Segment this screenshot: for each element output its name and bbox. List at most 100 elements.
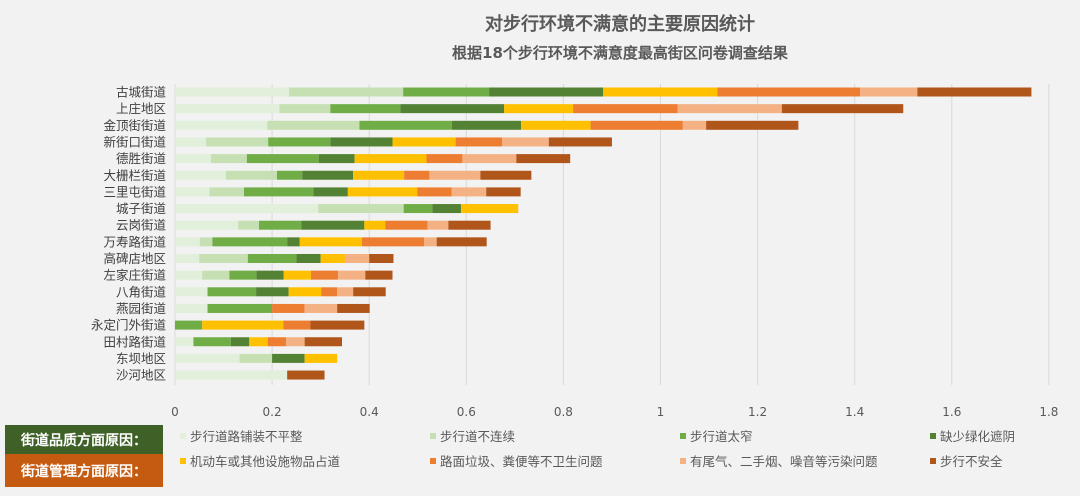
- bar-segment: [256, 270, 284, 280]
- category-label: 东坝地区: [116, 351, 166, 366]
- bar-segment: [230, 337, 250, 347]
- bar-segment: [258, 220, 302, 230]
- bar-segment: [400, 104, 505, 114]
- bar-segment: [175, 170, 226, 180]
- bar-segment: [267, 120, 360, 130]
- bar-segment: [590, 120, 683, 130]
- bar-segment: [364, 220, 386, 230]
- x-tick-label: 1.8: [1039, 405, 1058, 419]
- legend-label: 缺少绿化遮阴: [940, 429, 1015, 444]
- bar-segment: [243, 187, 314, 197]
- x-tick-label: 0.6: [457, 405, 476, 419]
- category-label: 高碑店地区: [103, 251, 166, 266]
- bar-segment: [175, 137, 207, 147]
- chart-title: 对步行环境不满意的主要原因统计: [485, 13, 755, 35]
- bar-segment: [207, 287, 257, 297]
- bar-segment: [175, 353, 240, 363]
- bar-segment: [337, 303, 370, 313]
- bar-segment: [426, 154, 463, 164]
- bar-segment: [451, 120, 522, 130]
- bar-segment: [175, 220, 239, 230]
- bar-segment: [417, 187, 452, 197]
- legend-group-quality-box: [5, 425, 163, 454]
- bar-segment: [860, 87, 918, 97]
- bar-segment: [175, 187, 210, 197]
- category-label: 永定门外街道: [91, 318, 167, 333]
- bar-segment: [199, 237, 213, 247]
- bar-segment: [268, 137, 331, 147]
- bar-segment: [175, 204, 319, 214]
- bar-segment: [313, 187, 348, 197]
- bar-segment: [706, 120, 799, 130]
- x-tick-label: 1.4: [845, 405, 864, 419]
- bar-segment: [330, 104, 401, 114]
- bar-segment: [199, 254, 248, 263]
- bars: [175, 87, 1032, 380]
- category-label: 云岗街道: [116, 218, 167, 233]
- bar-segment: [404, 170, 430, 180]
- bar-segment: [424, 237, 437, 247]
- bar-segment: [318, 154, 355, 164]
- legend-label: 步行道不连续: [440, 429, 515, 444]
- bar-segment: [516, 154, 571, 164]
- bar-segment: [451, 187, 487, 197]
- bar-segment: [573, 104, 678, 114]
- legend-label: 步行道路铺装不平整: [190, 429, 303, 444]
- bar-segment: [677, 104, 782, 114]
- legend-swatch: [430, 458, 436, 464]
- bar-segment: [321, 287, 338, 297]
- legend-group-management-box: [5, 454, 163, 487]
- bar-segment: [283, 320, 311, 330]
- bar-segment: [238, 220, 259, 230]
- bar-segment: [225, 170, 277, 180]
- category-label: 大栅栏街道: [103, 168, 166, 183]
- bar-segment: [272, 353, 305, 363]
- bar-segment: [489, 87, 604, 97]
- bar-segment: [359, 120, 452, 130]
- legend-swatch: [430, 433, 436, 439]
- bar-segment: [289, 87, 404, 97]
- bar-segment: [460, 204, 519, 214]
- legend-swatch: [680, 458, 686, 464]
- bar-segment: [272, 303, 305, 313]
- x-tick-label: 0.4: [360, 405, 379, 419]
- bar-segment: [301, 220, 365, 230]
- bar-segment: [249, 337, 268, 347]
- bar-segment: [462, 154, 517, 164]
- legend-swatch: [930, 433, 936, 439]
- bar-segment: [682, 120, 707, 130]
- legend-label: 机动车或其他设施物品占道: [190, 454, 341, 469]
- bar-segment: [353, 287, 386, 297]
- category-label: 德胜街道: [116, 151, 167, 166]
- x-tick-label: 1: [657, 405, 665, 419]
- bar-segment: [347, 187, 418, 197]
- legend-swatch: [680, 433, 686, 439]
- bar-segment: [202, 320, 284, 330]
- bar-segment: [369, 254, 394, 263]
- bar-segment: [296, 254, 321, 263]
- bar-segment: [337, 287, 354, 297]
- bar-segment: [302, 170, 354, 180]
- legend-label: 路面垃圾、粪便等不卫生问题: [440, 454, 603, 469]
- bar-segment: [504, 104, 574, 114]
- bar-segment: [917, 87, 1032, 97]
- category-label: 沙河地区: [116, 368, 166, 383]
- bar-segment: [276, 170, 303, 180]
- bar-segment: [344, 254, 370, 263]
- category-label: 燕园街道: [116, 301, 167, 316]
- bar-segment: [212, 237, 288, 247]
- category-label: 新街口街道: [103, 134, 166, 149]
- bar-segment: [210, 154, 247, 164]
- bar-segment: [436, 237, 487, 247]
- x-tick-labels: 0 0.2 0.4 0.6 0.8 1 1.2 1.4 1.6 1.8: [171, 405, 1058, 419]
- legend-swatch: [180, 433, 186, 439]
- bar-segment: [603, 87, 718, 97]
- bar-segment: [365, 270, 393, 280]
- bar-segment: [320, 254, 345, 263]
- bar-segment: [246, 154, 319, 164]
- bar-segment: [279, 104, 331, 114]
- category-label: 左家庄街道: [103, 268, 166, 283]
- bar-segment: [304, 337, 343, 347]
- bar-segment: [403, 87, 490, 97]
- bar-segment: [267, 337, 287, 347]
